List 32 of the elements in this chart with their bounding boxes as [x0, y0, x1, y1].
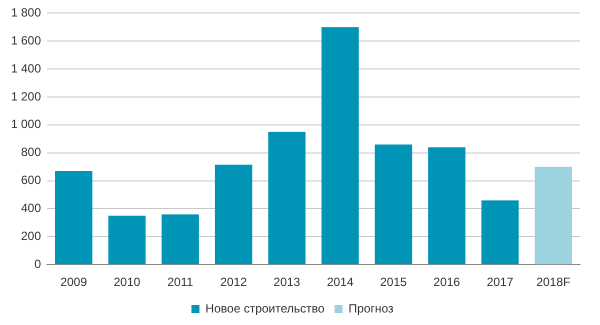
bar	[428, 147, 466, 264]
y-tick-label: 600	[21, 173, 42, 188]
x-tick-label: 2016	[433, 275, 460, 290]
bar	[162, 214, 199, 264]
bar	[214, 164, 252, 264]
legend-label: Новое строительство	[205, 301, 325, 316]
y-tick-label: 200	[21, 228, 42, 243]
bar	[108, 216, 146, 264]
bar	[268, 132, 306, 264]
y-tick-label: 1 800	[11, 6, 42, 20]
y-tick-label: 0	[34, 256, 42, 271]
bar	[322, 27, 359, 264]
y-tick-label: 400	[21, 201, 42, 216]
x-tick-label: 2011	[167, 275, 194, 290]
x-tick-label: 2017	[486, 275, 514, 290]
x-tick-label: 2014	[326, 275, 354, 290]
y-tick-label: 800	[21, 145, 42, 160]
x-tick-label: 2015	[380, 275, 408, 290]
bar	[55, 171, 92, 264]
y-tick-label: 1 600	[11, 33, 42, 48]
x-tick-label: 2013	[274, 275, 301, 290]
y-tick-label: 1 000	[11, 117, 42, 132]
bar	[534, 166, 572, 264]
legend-label: Прогноз	[348, 301, 394, 316]
y-tick-label: 1 200	[11, 89, 42, 104]
bar	[374, 144, 412, 264]
y-tick-label: 1 400	[11, 61, 42, 76]
bar	[481, 200, 519, 264]
x-tick-label: 2009	[60, 275, 88, 290]
x-tick-label: 2018F	[536, 275, 570, 290]
x-tick-label: 2012	[220, 275, 248, 290]
x-tick-label: 2010	[114, 275, 141, 290]
